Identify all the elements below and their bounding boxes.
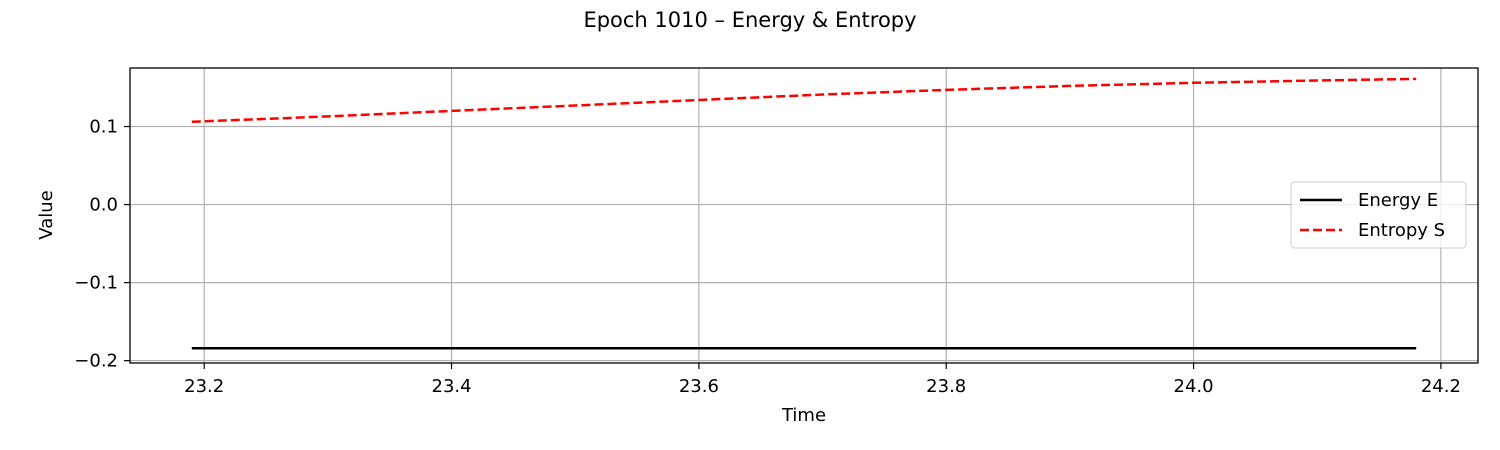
series-line-entropy (191, 77, 1417, 124)
x-axis: 23.2 23.4 23.6 23.8 24.0 24.2 (184, 363, 1461, 397)
chart-title: Epoch 1010 – Energy & Entropy (583, 8, 916, 32)
y-tick-label: 0.0 (89, 195, 118, 216)
x-tick-label: 24.2 (1421, 376, 1461, 397)
gridlines (130, 68, 1478, 363)
y-axis: −0.2 −0.1 0.0 0.1 (74, 117, 130, 372)
y-tick-label: −0.1 (74, 273, 118, 294)
legend-frame (1290, 181, 1467, 249)
legend-label-energy: Energy E (1358, 190, 1438, 211)
y-tick-label: −0.2 (74, 351, 118, 372)
x-tick-label: 24.0 (1174, 376, 1214, 397)
y-axis-title: Value (36, 190, 57, 239)
x-tick-label: 23.8 (926, 376, 966, 397)
plot-area-frame (129, 67, 1479, 364)
y-tick-label: 0.1 (89, 117, 118, 138)
x-tick-label: 23.6 (679, 376, 719, 397)
x-tick-label: 23.2 (184, 376, 224, 397)
x-tick-label: 23.4 (432, 376, 472, 397)
legend-label-entropy: Entropy S (1358, 220, 1445, 241)
x-axis-title: Time (781, 405, 826, 426)
series-lines (191, 77, 1417, 350)
legend: Energy E Entropy S (1290, 181, 1467, 249)
